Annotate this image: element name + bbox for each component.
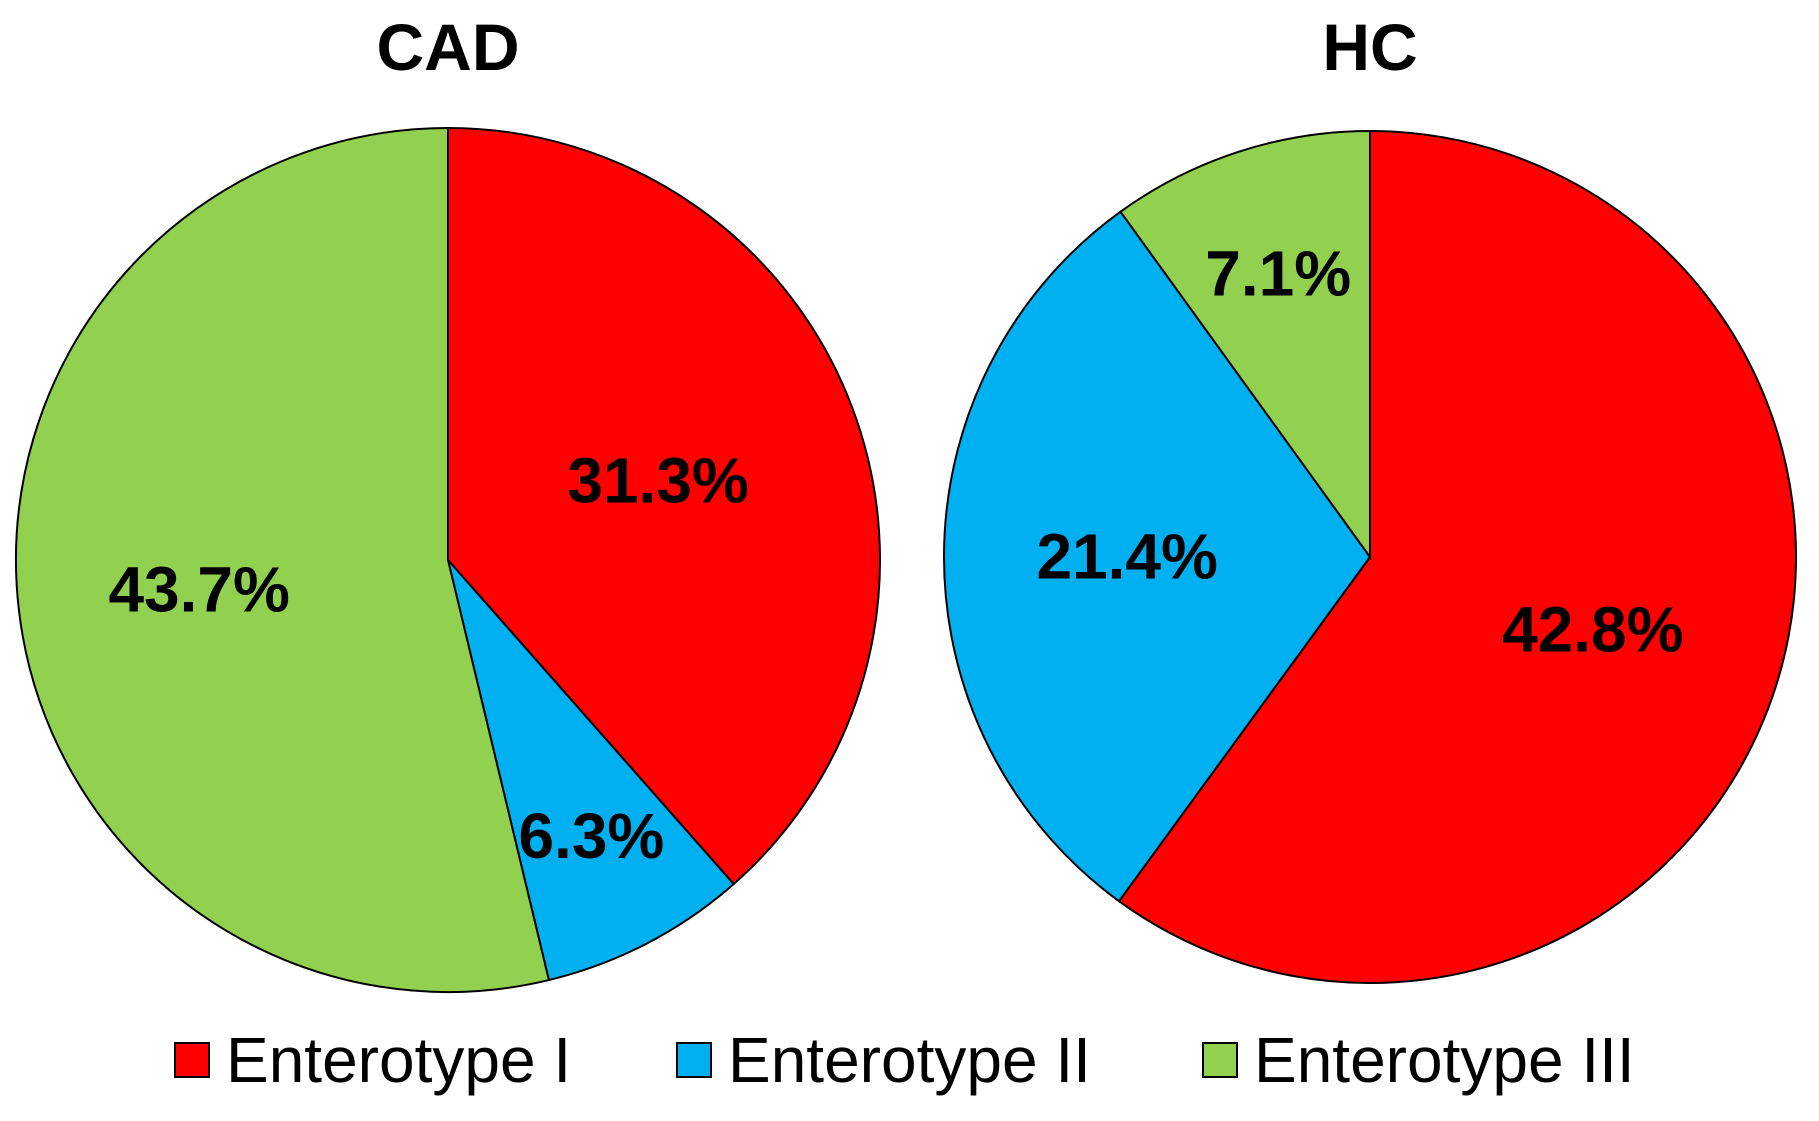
legend-label-enterotype-i: Enterotype I	[226, 1024, 571, 1096]
cad-slice-enterotype-iii	[15, 126, 551, 993]
hc-slice-enterotype-iii	[1119, 129, 1371, 561]
cad-pie-labels: 31.3% 6.3% 43.7%	[108, 445, 748, 872]
hc-label-enterotype-ii: 21.4%	[1036, 521, 1217, 593]
legend-label-enterotype-ii: Enterotype II	[728, 1024, 1091, 1096]
legend-label-enterotype-iii: Enterotype III	[1254, 1024, 1635, 1096]
cad-slice-enterotype-ii	[447, 559, 736, 982]
cad-label-enterotype-i: 31.3%	[567, 445, 748, 517]
cad-chart-title: CAD	[377, 10, 520, 84]
cad-label-enterotype-iii: 43.7%	[108, 554, 289, 626]
hc-pie-labels: 42.8% 21.4% 7.1%	[1036, 237, 1683, 665]
legend-item-enterotype-iii: Enterotype III	[1202, 1024, 1635, 1096]
cad-slice-enterotype-i	[447, 126, 881, 886]
legend-item-enterotype-i: Enterotype I	[174, 1024, 571, 1096]
hc-chart-title: HC	[1322, 10, 1417, 84]
legend-swatch-enterotype-ii	[676, 1042, 712, 1078]
cad-pie-chart: CAD 31.3% 6.3% 43.7%	[15, 10, 881, 993]
cad-pie-slices	[15, 126, 881, 993]
hc-pie-slices	[943, 129, 1797, 984]
hc-slice-enterotype-i	[1117, 129, 1797, 984]
hc-slice-enterotype-ii	[943, 210, 1372, 903]
hc-pie-chart: HC 42.8% 21.4% 7.1%	[943, 10, 1797, 984]
cad-label-enterotype-ii: 6.3%	[518, 800, 664, 872]
hc-label-enterotype-iii: 7.1%	[1205, 237, 1351, 309]
legend-swatch-enterotype-i	[174, 1042, 210, 1078]
legend-item-enterotype-ii: Enterotype II	[676, 1024, 1091, 1096]
legend-swatch-enterotype-iii	[1202, 1042, 1238, 1078]
chart-legend: Enterotype I Enterotype II Enterotype II…	[174, 1024, 1635, 1096]
hc-label-enterotype-i: 42.8%	[1502, 594, 1683, 666]
